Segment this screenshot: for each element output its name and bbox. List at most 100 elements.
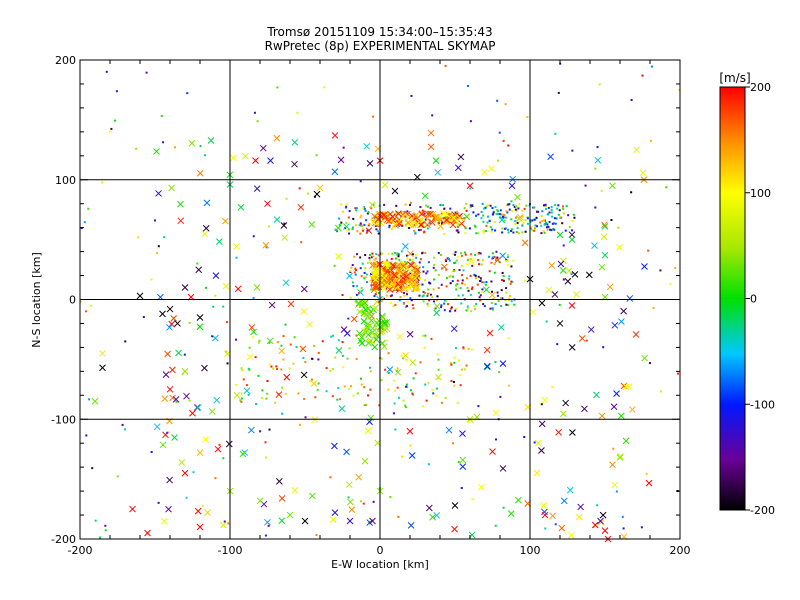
cross-marker — [358, 339, 366, 347]
dot-marker — [553, 217, 556, 220]
dot-marker — [374, 257, 377, 260]
cross-marker — [516, 213, 524, 221]
dot-marker — [517, 232, 520, 235]
dot-marker — [511, 210, 514, 213]
cross-marker — [575, 513, 583, 521]
dot-marker — [304, 360, 307, 363]
dot-marker — [513, 303, 516, 306]
dot-marker — [404, 358, 407, 361]
cross-marker — [278, 495, 286, 502]
dot-marker — [469, 274, 472, 277]
dot-marker — [355, 209, 358, 212]
dot-marker — [488, 270, 491, 273]
dot-marker — [506, 254, 509, 257]
cross-marker — [211, 334, 219, 342]
dot-marker — [455, 307, 458, 310]
cross-marker — [188, 139, 196, 147]
dot-marker — [480, 210, 483, 213]
cross-marker — [492, 409, 500, 417]
dot-marker — [466, 305, 469, 308]
cross-marker — [437, 222, 444, 230]
cross-marker — [331, 168, 339, 176]
cross-marker — [287, 300, 295, 308]
cross-marker — [641, 354, 648, 362]
dot-marker — [450, 379, 453, 382]
dot-marker — [483, 207, 486, 210]
dot-marker — [669, 282, 672, 285]
cross-marker — [489, 448, 496, 455]
cross-marker — [193, 404, 201, 411]
dot-marker — [461, 279, 464, 282]
dot-marker — [409, 389, 412, 392]
dot-marker — [421, 334, 424, 337]
dot-marker — [545, 221, 548, 224]
cross-marker — [383, 216, 391, 224]
cross-marker — [560, 257, 567, 265]
dot-marker — [356, 284, 359, 287]
dot-marker — [498, 371, 501, 374]
dot-marker — [502, 139, 505, 142]
dot-marker — [469, 187, 472, 190]
dot-marker — [494, 205, 497, 208]
cross-marker — [540, 502, 547, 509]
dot-marker — [473, 273, 476, 276]
dot-marker — [521, 215, 524, 218]
dot-marker — [504, 299, 507, 302]
dot-marker — [261, 397, 264, 400]
dot-marker — [334, 228, 337, 231]
cross-marker — [573, 291, 580, 298]
dot-marker — [340, 203, 343, 206]
dot-marker — [491, 228, 494, 231]
cross-marker — [159, 310, 166, 318]
dot-marker — [484, 206, 487, 209]
cross-marker — [160, 517, 168, 525]
dot-marker — [502, 275, 505, 278]
dot-marker — [542, 204, 545, 207]
dot-marker — [274, 401, 277, 404]
cross-marker — [450, 214, 457, 222]
dot-marker — [490, 301, 493, 304]
dot-marker — [259, 430, 262, 433]
cross-marker — [350, 315, 358, 323]
cross-marker — [628, 406, 636, 413]
dot-marker — [493, 271, 496, 274]
dot-marker — [310, 378, 313, 381]
dot-marker — [242, 378, 245, 381]
dot-marker — [507, 144, 510, 147]
cross-marker — [452, 217, 459, 225]
dot-marker — [511, 280, 514, 283]
dot-marker — [389, 261, 392, 264]
cross-marker — [412, 281, 419, 289]
dot-marker — [477, 291, 480, 294]
dot-marker — [223, 520, 226, 523]
cross-marker — [306, 321, 313, 328]
dot-marker — [440, 304, 443, 307]
dot-marker — [508, 295, 511, 298]
dot-marker — [365, 273, 368, 276]
dot-marker — [470, 348, 473, 351]
cross-marker — [368, 201, 376, 209]
dot-marker — [247, 393, 250, 396]
dot-marker — [440, 306, 443, 309]
cross-marker — [196, 449, 204, 457]
cross-marker — [403, 273, 410, 280]
dot-marker — [540, 224, 543, 227]
dot-marker — [350, 385, 353, 388]
cross-marker — [600, 233, 608, 241]
dot-marker — [456, 279, 459, 282]
cross-marker — [488, 165, 495, 173]
dot-marker — [485, 230, 488, 233]
cross-marker — [343, 448, 350, 456]
cross-marker — [371, 283, 379, 291]
cross-marker — [406, 250, 414, 258]
dot-marker — [492, 252, 495, 255]
dot-marker — [526, 116, 529, 119]
dot-marker — [659, 390, 662, 393]
cross-marker — [547, 153, 554, 161]
cross-marker — [622, 383, 630, 391]
dot-marker — [404, 404, 407, 407]
dot-marker — [363, 223, 366, 226]
cross-marker — [409, 359, 417, 366]
dot-marker — [364, 267, 367, 270]
dot-marker — [345, 203, 348, 206]
